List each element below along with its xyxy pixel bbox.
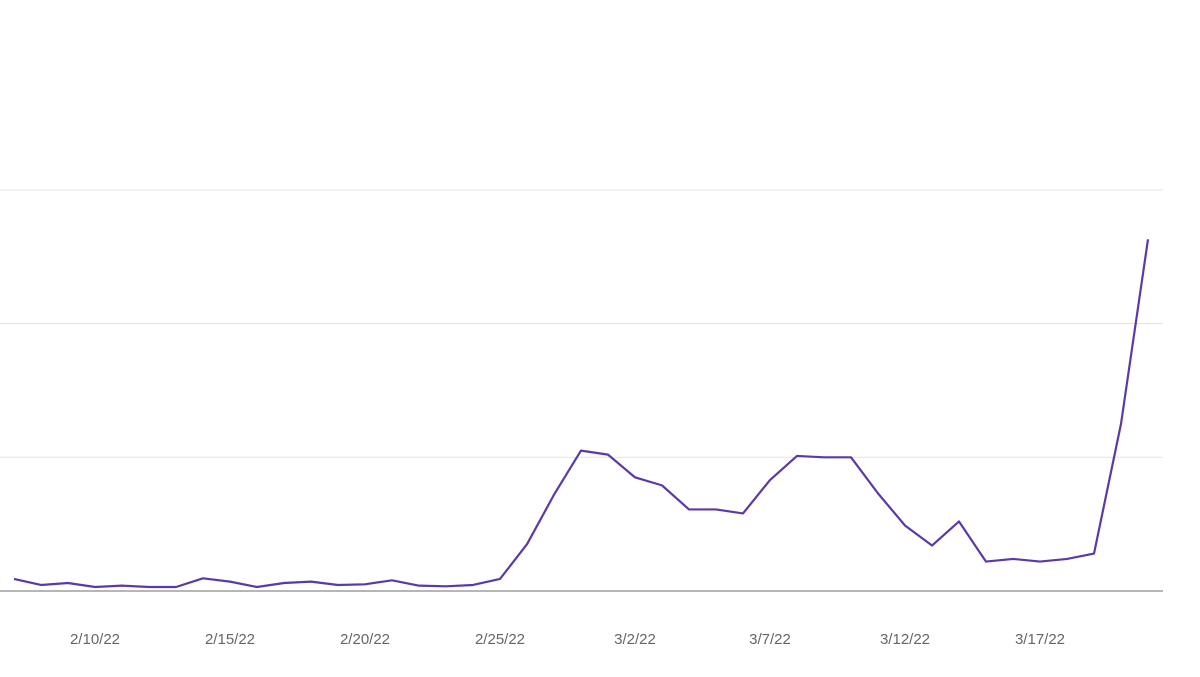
x-tick-label: 2/25/22 <box>475 631 525 648</box>
x-tick-label: 2/10/22 <box>70 631 120 648</box>
x-tick-label: 2/15/22 <box>205 631 255 648</box>
x-tick-label: 3/2/22 <box>614 631 656 648</box>
line-series <box>13 239 1150 589</box>
x-tick-label: 3/17/22 <box>1015 631 1065 648</box>
x-tick-label: 2/20/22 <box>340 631 390 648</box>
x-tick-label: 3/12/22 <box>880 631 930 648</box>
x-tick-label: 3/7/22 <box>749 631 791 648</box>
